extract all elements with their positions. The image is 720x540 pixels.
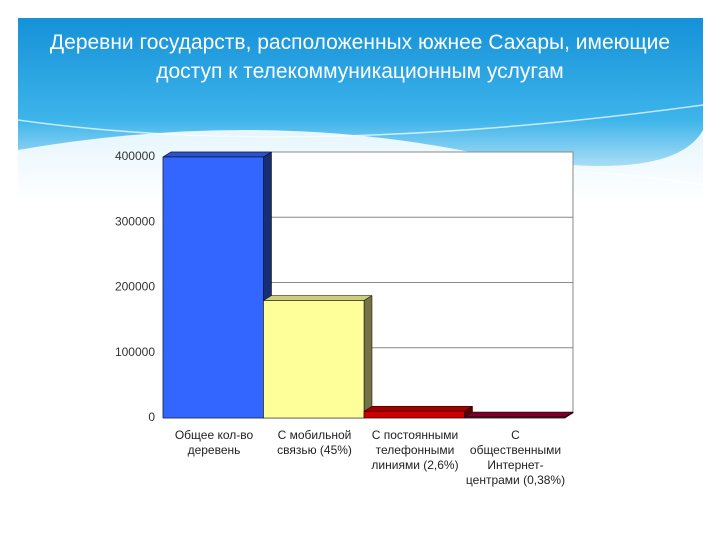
- chart-title: Деревни государств, расположенных южнее …: [49, 31, 671, 83]
- x-tick-label: С постоянными телефонными линиями (2,6%): [371, 428, 459, 472]
- y-tick-label: 0: [148, 410, 155, 424]
- bar: [464, 416, 566, 419]
- y-tick-label: 300000: [115, 214, 155, 228]
- bar-side: [363, 295, 373, 419]
- y-tick-label: 100000: [115, 345, 155, 359]
- bar: [363, 410, 465, 419]
- x-tick-label: С мобильной связью (45%): [277, 428, 352, 457]
- bar-top: [262, 295, 373, 301]
- bar: [263, 300, 365, 419]
- bar-top: [463, 411, 574, 418]
- y-tick-label: 400000: [115, 149, 155, 163]
- bar: [162, 156, 264, 419]
- y-tick-label: 200000: [115, 280, 155, 294]
- wave-line: [17, 104, 704, 138]
- bar-top: [162, 151, 273, 158]
- bar-top: [363, 405, 474, 412]
- x-tick-label: Общее кол-во деревень: [174, 428, 254, 457]
- x-tick-label: С общественными Интернет-центрами (0,38%…: [465, 428, 566, 487]
